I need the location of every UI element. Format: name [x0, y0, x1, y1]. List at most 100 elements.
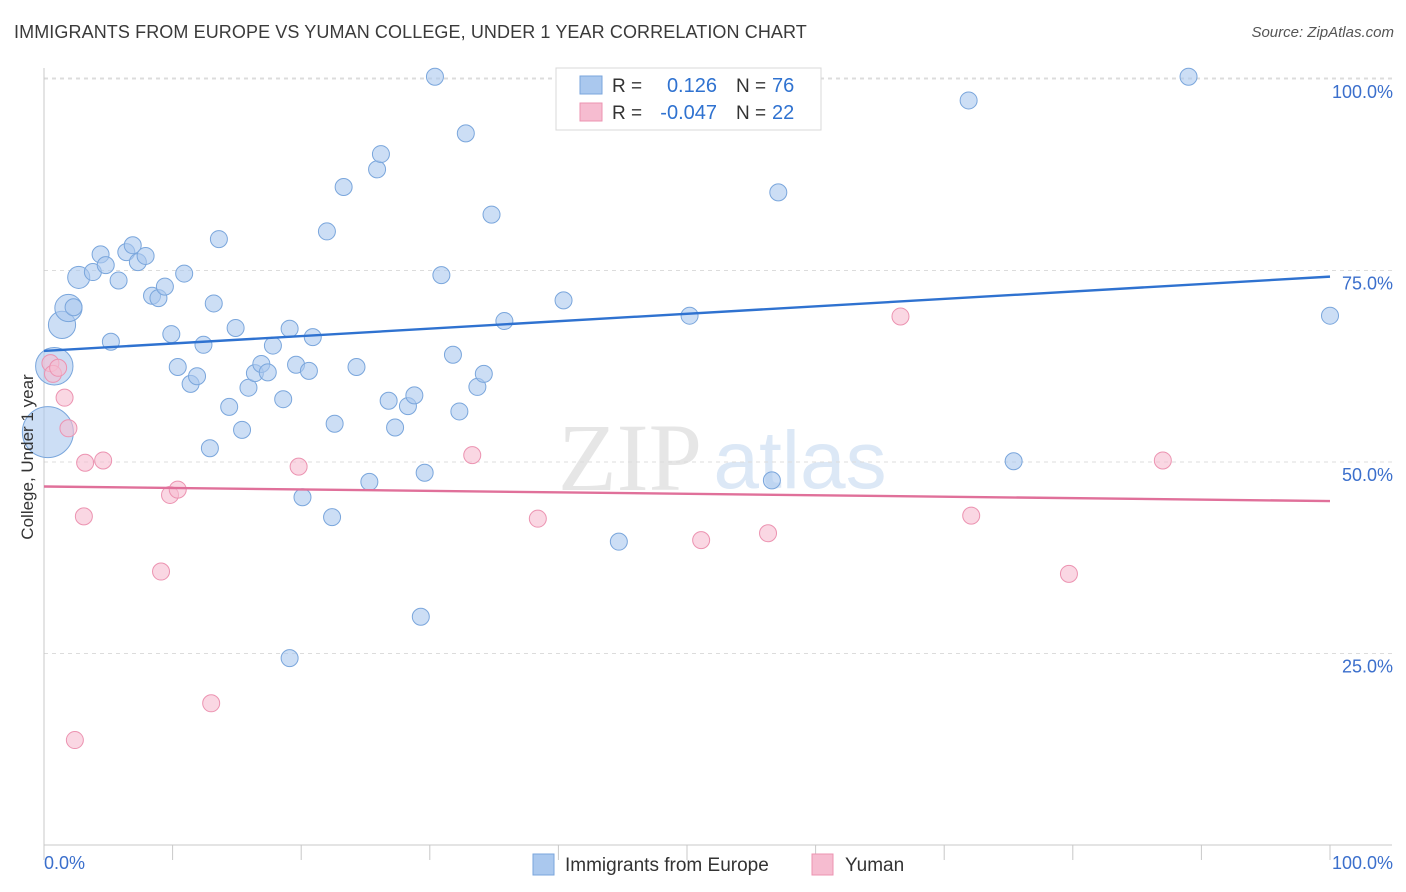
point-europe-19	[168, 358, 187, 377]
bottom-legend-swatch-pink	[811, 853, 834, 876]
legend-n-label-pink: N =	[736, 103, 766, 124]
point-europe-23	[194, 335, 213, 354]
point-europe-28	[226, 318, 245, 337]
point-europe-20	[175, 264, 194, 283]
bottom-legend: Immigrants from Europe Yuman	[532, 853, 904, 876]
point-europe-8	[96, 256, 115, 275]
bottom-legend-label-pink: Yuman	[845, 855, 904, 876]
point-europe-54	[411, 607, 430, 626]
point-yuman-14	[463, 446, 482, 465]
watermark-zip: ZIP	[558, 404, 702, 511]
point-yuman-13	[289, 457, 308, 476]
trend-line-yuman	[43, 485, 1331, 503]
point-europe-25	[204, 294, 223, 313]
point-yuman-7	[76, 453, 95, 472]
point-europe-69	[762, 471, 781, 490]
point-europe-27	[220, 397, 239, 416]
point-yuman-11	[168, 480, 187, 499]
point-europe-47	[360, 472, 379, 491]
point-yuman-12	[202, 694, 221, 713]
point-yuman-15	[528, 509, 547, 528]
point-europe-26	[209, 230, 228, 249]
bottom-legend-swatch-blue	[532, 853, 555, 876]
point-europe-73	[1179, 67, 1198, 86]
point-europe-18	[162, 325, 181, 344]
point-europe-10	[109, 271, 128, 290]
point-europe-4	[64, 298, 83, 317]
watermark-atlas: atlas	[713, 415, 886, 506]
legend-r-label-blue: R =	[612, 76, 642, 97]
point-europe-57	[432, 266, 451, 285]
legend-r-label-pink: R =	[612, 103, 642, 124]
point-europe-14	[136, 246, 155, 265]
legend-r-value-pink: -0.047	[660, 102, 717, 124]
series-yuman	[41, 307, 1172, 750]
point-yuman-19	[962, 506, 981, 525]
point-europe-58	[443, 345, 462, 364]
point-europe-60	[456, 124, 475, 143]
point-yuman-20	[1059, 564, 1078, 583]
point-europe-71	[959, 91, 978, 110]
legend-swatch-blue	[579, 75, 603, 95]
point-europe-40	[299, 361, 318, 380]
point-europe-34	[263, 336, 282, 355]
point-europe-35	[274, 390, 293, 409]
point-europe-17	[155, 277, 174, 296]
legend-n-value-pink: 22	[772, 102, 794, 124]
point-europe-37	[280, 649, 299, 668]
legend-n-value-blue: 76	[772, 75, 794, 97]
point-europe-44	[325, 414, 344, 433]
chart-title: IMMIGRANTS FROM EUROPE VS YUMAN COLLEGE,…	[14, 22, 807, 42]
point-europe-65	[554, 291, 573, 310]
point-europe-45	[334, 178, 353, 197]
point-europe-50	[379, 391, 398, 410]
point-europe-49	[371, 145, 390, 164]
point-yuman-21	[1153, 451, 1172, 470]
point-yuman-4	[59, 419, 78, 438]
legend-swatch-pink	[579, 102, 603, 122]
x-tick-label-max: 100.0%	[1332, 853, 1393, 873]
y-tick-label-75: 75.0%	[1342, 274, 1393, 294]
point-yuman-8	[94, 451, 113, 470]
point-europe-36	[280, 319, 299, 338]
point-europe-59	[450, 402, 469, 421]
bottom-legend-label-blue: Immigrants from Europe	[565, 855, 769, 876]
point-europe-56	[425, 67, 444, 86]
source-credit: Source: ZipAtlas.com	[1251, 24, 1394, 41]
point-europe-12	[123, 236, 142, 255]
point-europe-33	[258, 363, 277, 382]
y-axis-label: College, Under 1 year	[18, 374, 37, 540]
y-tick-labels: 25.0% 50.0% 75.0% 100.0%	[1332, 82, 1393, 677]
point-europe-68	[680, 306, 699, 325]
point-yuman-5	[65, 731, 84, 750]
point-yuman-6	[74, 507, 93, 526]
point-europe-43	[323, 508, 342, 527]
stats-legend: R = 0.126 N = 76 R = -0.047 N = 22	[555, 67, 822, 131]
point-europe-72	[1004, 452, 1023, 471]
legend-r-value-blue: 0.126	[667, 75, 717, 97]
point-europe-74	[1321, 306, 1339, 325]
point-europe-51	[386, 418, 405, 437]
point-yuman-2	[49, 358, 68, 377]
series-immigrants-from-europe	[21, 67, 1339, 668]
legend-n-label-blue: N =	[736, 76, 766, 97]
trend-line-europe	[43, 275, 1331, 353]
point-yuman-9	[152, 562, 171, 581]
point-europe-53	[405, 386, 424, 405]
point-europe-48	[368, 160, 387, 179]
y-tick-label-100: 100.0%	[1332, 82, 1393, 102]
point-europe-63	[482, 205, 501, 224]
point-europe-39	[293, 488, 312, 507]
point-europe-42	[317, 222, 336, 241]
x-tick-label-min: 0.0%	[44, 853, 85, 873]
point-europe-64	[495, 312, 514, 331]
point-europe-70	[769, 183, 788, 202]
x-ticks	[43, 845, 1331, 860]
point-europe-41	[303, 328, 322, 347]
point-europe-66	[609, 532, 628, 551]
y-tick-label-50: 50.0%	[1342, 465, 1393, 485]
gridlines	[44, 77, 1392, 654]
y-tick-label-25: 25.0%	[1342, 657, 1393, 677]
point-europe-22	[188, 367, 207, 386]
